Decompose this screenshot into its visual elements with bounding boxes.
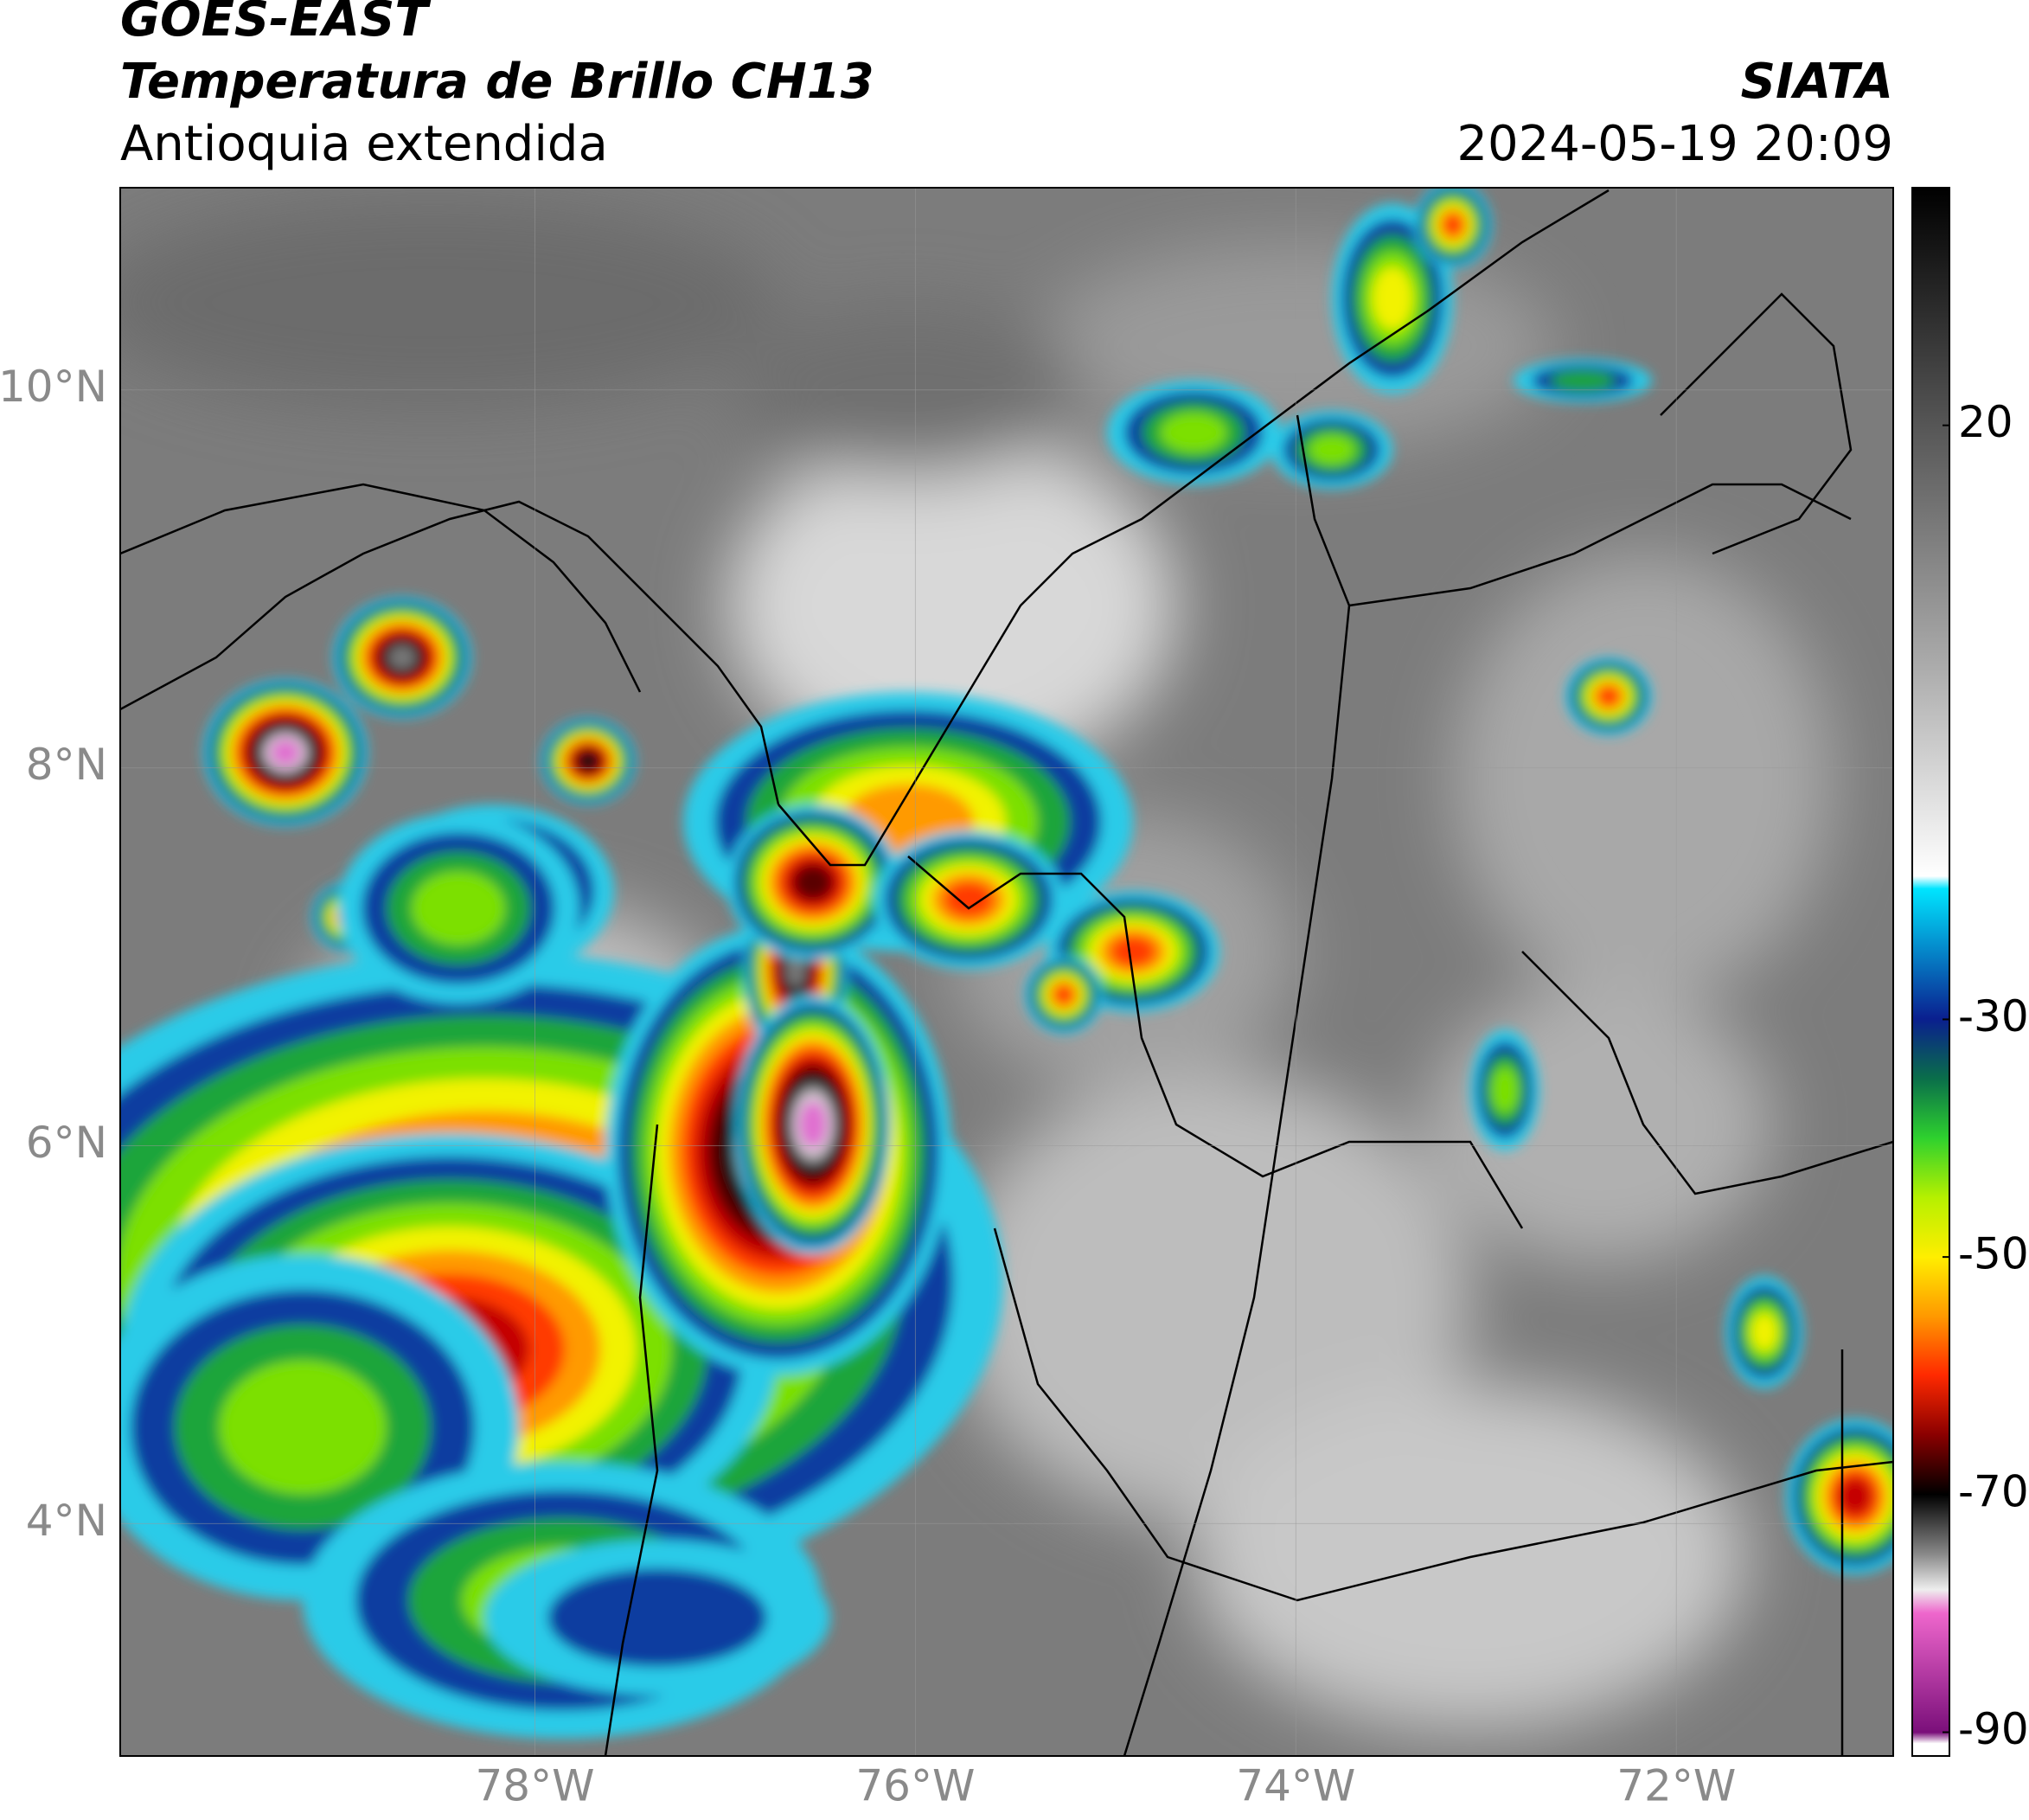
colorbar-tick-label: 20 (1958, 397, 2013, 447)
x-tick-label: 78°W (475, 1761, 594, 1811)
cloud-layer (219, 1360, 387, 1495)
border (1348, 483, 1852, 607)
border (907, 856, 1524, 1229)
source: SIATA (1741, 54, 1893, 110)
cloud-layer (1308, 434, 1356, 465)
colorbar (1911, 187, 1950, 1757)
border (120, 500, 780, 805)
colorbar-tick-label: -50 (1958, 1229, 2029, 1279)
x-tick-label: 74°W (1236, 1761, 1355, 1811)
cloud-layer (547, 1568, 767, 1667)
bright-cloud (1453, 554, 1834, 1003)
cloud-layer (943, 881, 995, 919)
cloud-layer (1372, 266, 1413, 330)
cloud-layer (411, 871, 506, 945)
labels: 78°W 76°W 74°W 72°W 4°N 6°N 8°N 10°N 20 -30 -50 -70… (0, 362, 2029, 1810)
title: GOES-EAST (120, 0, 431, 48)
y-tick-label: 10°N (0, 362, 107, 412)
graticule (120, 188, 1893, 1756)
cloud-layer (388, 645, 416, 670)
border (1660, 292, 1853, 555)
cloud-layer (1751, 1313, 1777, 1351)
y-tick-label: 4°N (26, 1496, 107, 1546)
cloud-layer (578, 752, 598, 771)
border (778, 189, 1610, 867)
cloud-layer (1443, 213, 1463, 237)
cloud-layer (1838, 1477, 1872, 1516)
y-tick-label: 6°N (26, 1118, 107, 1168)
region: Antioquia extendida (120, 116, 608, 172)
satellite-image (120, 188, 1893, 1756)
y-tick-label: 8°N (26, 740, 107, 790)
bright-cloud (120, 199, 778, 407)
bright-cloud (726, 433, 1176, 779)
cloud-layer (270, 739, 301, 766)
colorbar-tick-label: -90 (1958, 1704, 2029, 1754)
cloud-layer (798, 1100, 828, 1149)
borders (120, 189, 1893, 1756)
convective-cells (120, 188, 1893, 1739)
datetime: 2024-05-19 20:09 (1456, 116, 1893, 172)
border (1123, 414, 1351, 1756)
cloud-layer (1110, 935, 1156, 968)
colorbar-tick-label: -30 (1958, 991, 2029, 1041)
border (1521, 951, 1893, 1195)
cloud-layer (1053, 984, 1074, 1005)
border (993, 1227, 1893, 1602)
border (120, 483, 642, 693)
bright-cloud (735, 303, 1081, 476)
cloud-layer (1550, 370, 1616, 391)
x-tick-label: 72°W (1616, 1761, 1736, 1811)
cloud-layer (1160, 412, 1227, 453)
border (604, 1124, 659, 1756)
map-frame (119, 187, 1894, 1757)
cloud-layer (793, 864, 833, 900)
cloud-layer (1597, 686, 1621, 707)
colorbar-tick-label: -70 (1958, 1466, 2029, 1516)
subtitle: Temperatura de Brillo CH13 (120, 54, 874, 110)
x-tick-label: 76°W (855, 1761, 975, 1811)
cloud-layer (1491, 1066, 1519, 1114)
